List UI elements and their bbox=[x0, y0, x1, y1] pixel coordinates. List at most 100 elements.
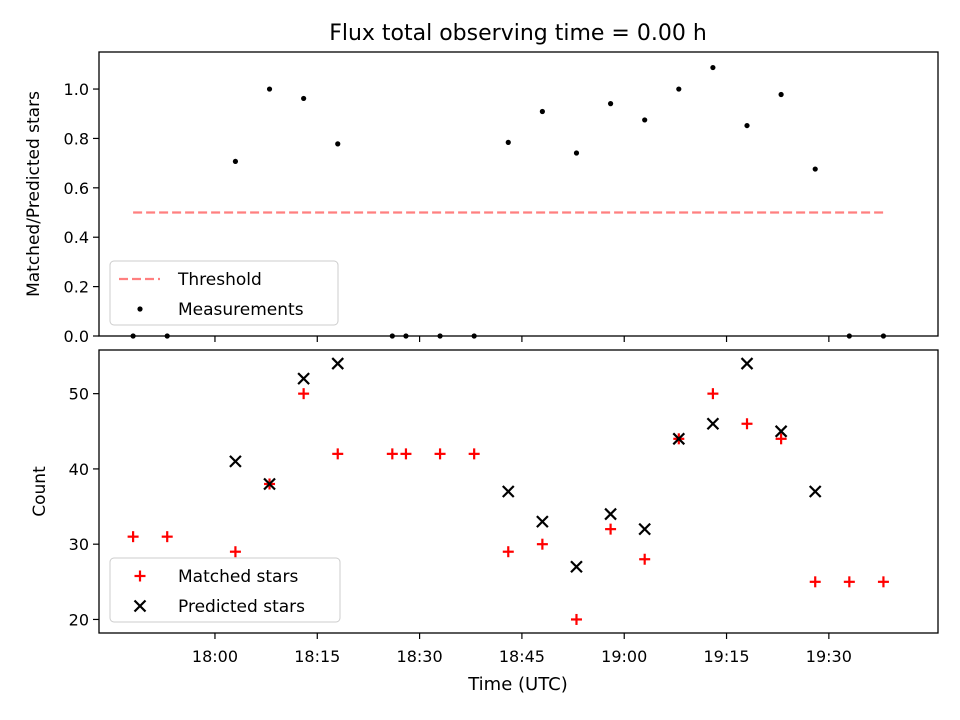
x-tick-label-2: 18:30 bbox=[397, 647, 443, 666]
bottom-point-1-10 bbox=[706, 417, 720, 431]
x-axis-label: Time (UTC) bbox=[467, 674, 568, 695]
bottom-point-0-11 bbox=[536, 538, 548, 550]
top-legend: Threshold Measurements bbox=[109, 260, 339, 326]
top-point-1-10 bbox=[505, 139, 511, 145]
bottom-point-0-2 bbox=[229, 546, 241, 558]
bottom-point-0-9 bbox=[468, 448, 480, 460]
bottom-point-0-1 bbox=[161, 531, 173, 543]
bottom-series-1 bbox=[229, 357, 822, 574]
bottom-point-1-1 bbox=[263, 477, 276, 491]
bottom-point-0-7 bbox=[400, 448, 412, 460]
x-tick-label-1: 18:15 bbox=[294, 647, 340, 666]
bottom-point-0-6 bbox=[386, 448, 398, 460]
bottom-point-1-3-b bbox=[331, 357, 345, 370]
bottom-point-1-2 bbox=[297, 372, 310, 385]
top-ytick-label-1: 0.2 bbox=[64, 278, 89, 297]
bottom-ytick-label-3: 50 bbox=[69, 385, 89, 404]
bottom-point-1-7-b bbox=[604, 507, 617, 521]
bottom-point-0-5 bbox=[332, 448, 344, 460]
top-point-1-12 bbox=[573, 150, 580, 156]
x-tick-label-0: 18:00 bbox=[192, 647, 238, 666]
bottom-y-axis-label: Count bbox=[30, 466, 50, 517]
x-tick-label-4: 19:00 bbox=[601, 647, 647, 666]
bottom-ytick-label-1: 30 bbox=[69, 535, 89, 554]
bottom-point-1-11-b bbox=[740, 357, 754, 370]
top-point-1-17 bbox=[744, 122, 750, 129]
x-tick-label-5: 19:15 bbox=[703, 647, 749, 666]
top-point-1-11 bbox=[539, 108, 545, 115]
bottom-legend-box bbox=[109, 557, 341, 623]
top-ytick-label-5: 1.0 bbox=[64, 80, 89, 99]
top-ytick-label-0: 0.0 bbox=[64, 327, 89, 346]
bottom-point-0-13 bbox=[605, 523, 617, 535]
bottom-point-1-4 bbox=[501, 485, 515, 498]
top-legend-box bbox=[109, 260, 339, 326]
bottom-panel: 20 30 40 50 18:00 18:15 18:30 18:45 19:00 19:15 19… bbox=[30, 349, 939, 666]
chart-title: Flux total observing time = 0.00 h bbox=[329, 21, 707, 46]
bottom-series-0 bbox=[127, 388, 889, 625]
bottom-legend-handle-0 bbox=[134, 570, 146, 582]
x-tick-label-3: 18:45 bbox=[499, 647, 545, 666]
top-point-1-4 bbox=[301, 95, 307, 102]
bottom-point-1-13 bbox=[808, 485, 822, 498]
bottom-ytick-label-0: 20 bbox=[69, 610, 89, 629]
top-point-1-14 bbox=[642, 117, 648, 123]
bottom-ytick-label-2: 40 bbox=[69, 460, 89, 479]
bottom-point-1-1-b bbox=[263, 477, 276, 491]
bottom-legend-label-0: Matched stars bbox=[178, 567, 298, 587]
bottom-point-1-0-b bbox=[229, 455, 242, 468]
bottom-point-0-21 bbox=[877, 576, 889, 588]
bottom-point-1-11 bbox=[740, 357, 754, 370]
top-point-1-15 bbox=[676, 86, 682, 92]
bottom-legend: Matched stars Predicted stars bbox=[109, 557, 341, 623]
top-axes-frame bbox=[98, 51, 939, 337]
bottom-point-1-3 bbox=[331, 357, 345, 370]
bottom-legend-label-1: Predicted stars bbox=[178, 597, 305, 617]
bottom-point-1-4-b bbox=[501, 485, 515, 498]
top-point-1-13 bbox=[607, 101, 614, 107]
bottom-point-1-5-b bbox=[536, 515, 549, 528]
bottom-point-1-9-b bbox=[672, 432, 686, 446]
top-point-1-5 bbox=[335, 141, 341, 147]
top-legend-label-0: Threshold bbox=[177, 270, 262, 290]
bottom-point-1-6-b bbox=[570, 560, 583, 574]
bottom-point-0-19 bbox=[809, 576, 821, 588]
top-point-1-18 bbox=[778, 91, 784, 98]
top-legend-label-1: Measurements bbox=[178, 300, 304, 320]
bottom-point-1-9 bbox=[672, 432, 686, 446]
bottom-axes-frame bbox=[98, 349, 939, 634]
bottom-point-1-7 bbox=[604, 507, 617, 521]
bottom-point-0-10 bbox=[502, 546, 514, 558]
bottom-point-1-12 bbox=[774, 425, 788, 438]
bottom-point-1-10-b bbox=[706, 417, 720, 431]
bottom-point-0-12 bbox=[570, 613, 582, 625]
bottom-point-1-5 bbox=[536, 515, 549, 528]
top-point-1-2 bbox=[232, 158, 239, 165]
top-point-1-3 bbox=[266, 86, 273, 92]
bottom-point-1-8-b bbox=[638, 522, 651, 536]
bottom-point-0-17 bbox=[741, 418, 753, 430]
top-point-1-19 bbox=[812, 166, 818, 172]
top-ytick-label-3: 0.6 bbox=[64, 179, 89, 198]
bottom-point-1-8 bbox=[638, 522, 651, 536]
bottom-point-1-2-b bbox=[297, 372, 310, 385]
bottom-point-0-14 bbox=[639, 553, 651, 565]
bottom-point-0-20 bbox=[843, 576, 855, 588]
top-point-1-16 bbox=[710, 64, 716, 71]
top-y-axis-label: Matched/Predicted stars bbox=[24, 91, 44, 297]
bottom-point-0-18 bbox=[775, 433, 787, 445]
bottom-point-0-0 bbox=[127, 531, 139, 543]
bottom-legend-handle-1 bbox=[133, 599, 147, 613]
top-ytick-label-2: 0.4 bbox=[64, 228, 89, 247]
bottom-point-1-12-b bbox=[774, 425, 788, 438]
bottom-legend-handle-1-b bbox=[133, 599, 147, 613]
x-tick-label-6: 19:30 bbox=[806, 647, 852, 666]
bottom-point-1-6 bbox=[570, 560, 583, 574]
top-ytick-label-4: 0.8 bbox=[64, 129, 89, 148]
top-legend-handle-1 bbox=[137, 306, 143, 312]
bottom-point-1-13-b bbox=[808, 485, 822, 498]
bottom-point-1-0 bbox=[229, 455, 242, 468]
bottom-point-0-4 bbox=[298, 388, 310, 400]
top-panel: 0.0 0.2 0.4 0.6 0.8 1.0 Matched/Predicted star… bbox=[24, 51, 939, 346]
